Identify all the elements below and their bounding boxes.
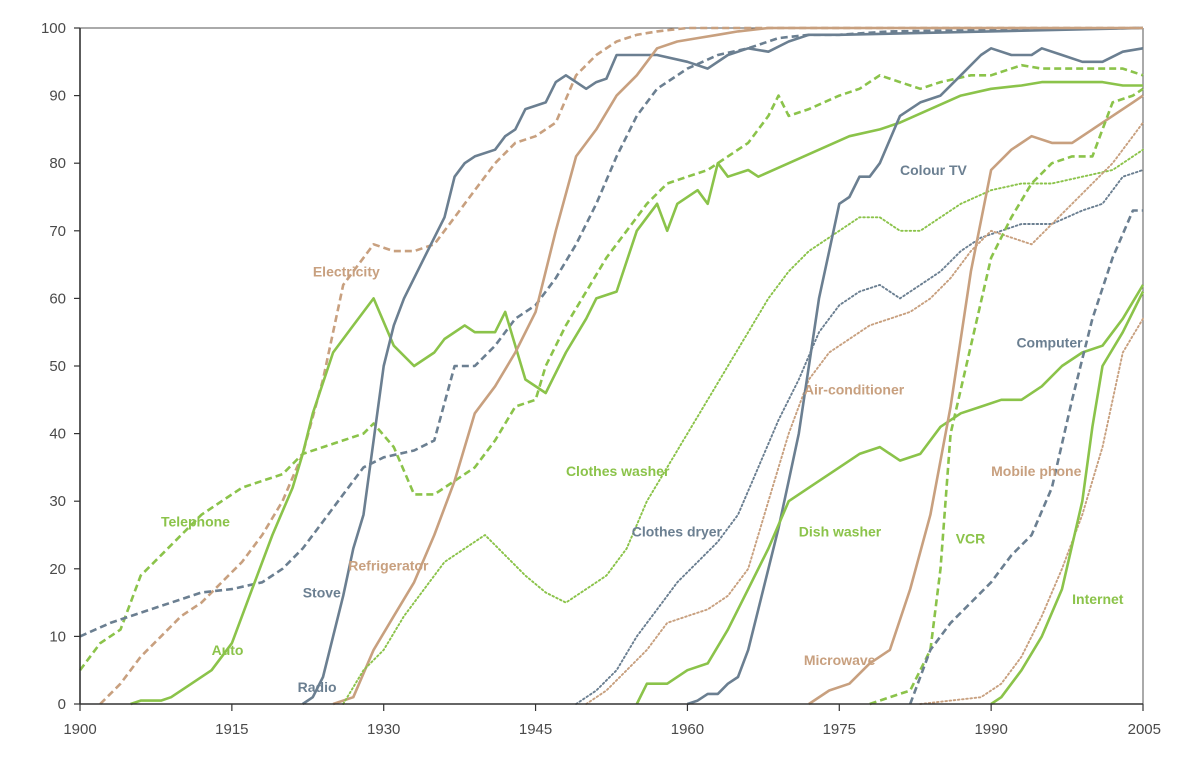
y-tick-label: 40 bbox=[49, 426, 66, 443]
series-line-refrigerator bbox=[332, 26, 1143, 706]
series-label-colour-tv: Colour TV bbox=[900, 162, 968, 178]
series-label-mobile-phone: Mobile phone bbox=[991, 463, 1081, 479]
series-label-refrigerator: Refrigerator bbox=[348, 557, 429, 573]
x-tick-label: 1900 bbox=[63, 721, 96, 738]
plot-frame bbox=[80, 27, 1144, 704]
y-tick-label: 60 bbox=[49, 290, 66, 307]
y-tick-label: 90 bbox=[49, 88, 66, 105]
series-line-colour-tv bbox=[686, 47, 1144, 706]
series-line-mobile-phone bbox=[919, 317, 1144, 705]
x-tick-label: 1975 bbox=[823, 721, 856, 738]
series-label-vcr: VCR bbox=[956, 530, 986, 546]
series-line-vcr bbox=[869, 87, 1144, 706]
y-tick-label: 100 bbox=[41, 20, 66, 37]
series-lines bbox=[78, 26, 1145, 706]
series-label-dish-washer: Dish washer bbox=[799, 524, 882, 540]
series-label-internet: Internet bbox=[1072, 591, 1124, 607]
series-line-internet bbox=[990, 291, 1145, 706]
y-tick-label: 10 bbox=[49, 628, 66, 645]
series-label-clothes-dryer: Clothes dryer bbox=[632, 524, 723, 540]
y-axis-ticks: 0 10 20 30 40 50 60 70 80 90 100 bbox=[41, 20, 80, 713]
series-label-computer: Computer bbox=[1016, 334, 1083, 350]
x-tick-label: 1945 bbox=[519, 721, 552, 738]
series-line-clothes-washer bbox=[342, 148, 1144, 705]
x-tick-label: 1915 bbox=[215, 721, 248, 738]
y-tick-label: 70 bbox=[49, 223, 66, 240]
series-label-radio: Radio bbox=[298, 679, 337, 695]
axes bbox=[79, 28, 1143, 705]
series-label-microwave: Microwave bbox=[804, 652, 876, 668]
series-line-computer bbox=[908, 209, 1143, 705]
series-line-auto bbox=[130, 80, 1143, 706]
series-label-auto: Auto bbox=[212, 642, 244, 658]
series-line-air-conditioner bbox=[585, 121, 1144, 705]
series-label-stove: Stove bbox=[303, 584, 341, 600]
x-axis-ticks: 1900 1915 1930 1945 1960 1975 1990 2005 bbox=[63, 704, 1161, 738]
series-line-electricity bbox=[99, 26, 1143, 705]
y-tick-label: 30 bbox=[49, 493, 66, 510]
series-label-clothes-washer: Clothes washer bbox=[566, 463, 670, 479]
y-tick-label: 20 bbox=[49, 561, 66, 578]
series-line-microwave bbox=[808, 94, 1144, 706]
x-tick-label: 1930 bbox=[367, 721, 400, 738]
series-line-clothes-dryer bbox=[575, 169, 1144, 705]
series-label-electricity: Electricity bbox=[313, 263, 380, 279]
series-line-dish-washer bbox=[635, 284, 1145, 705]
x-tick-label: 1960 bbox=[671, 721, 704, 738]
y-tick-label: 50 bbox=[49, 358, 66, 375]
series-label-telephone: Telephone bbox=[161, 513, 230, 529]
x-tick-label: 2005 bbox=[1128, 721, 1161, 738]
x-tick-label: 1990 bbox=[974, 721, 1007, 738]
series-line-stove bbox=[79, 26, 1144, 638]
y-tick-label: 0 bbox=[58, 696, 66, 713]
series-line-radio bbox=[301, 26, 1144, 706]
y-tick-label: 80 bbox=[49, 155, 66, 172]
series-labels: Telephone Electricity Stove Auto Radio Refrig… bbox=[161, 162, 1124, 695]
series-label-air-conditioner: Air-conditioner bbox=[804, 382, 905, 398]
series-line-telephone bbox=[78, 63, 1144, 671]
